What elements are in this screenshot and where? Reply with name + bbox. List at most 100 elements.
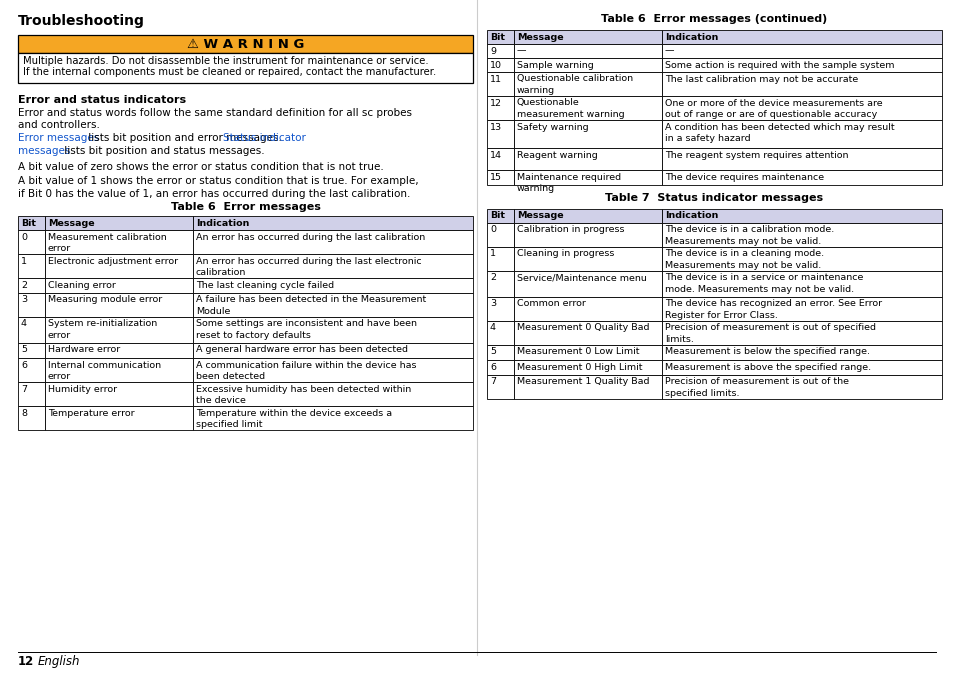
Bar — [661, 30, 941, 44]
Text: Safety warning: Safety warning — [517, 122, 588, 131]
Bar — [661, 297, 941, 321]
Bar — [514, 360, 661, 375]
Text: Measurement calibration
error: Measurement calibration error — [48, 232, 167, 252]
Text: Error messages: Error messages — [18, 133, 99, 143]
Bar — [514, 375, 661, 399]
Text: Cleaning in progress: Cleaning in progress — [517, 250, 614, 258]
Text: 3: 3 — [21, 295, 27, 304]
Text: Excessive humidity has been detected within
the device: Excessive humidity has been detected wit… — [195, 384, 411, 404]
Bar — [193, 293, 473, 317]
Text: Indication: Indication — [195, 219, 249, 227]
Text: Message: Message — [517, 211, 563, 221]
Text: Troubleshooting: Troubleshooting — [18, 14, 145, 28]
Text: 6: 6 — [21, 361, 27, 369]
Text: The device is in a calibration mode.
Measurements may not be valid.: The device is in a calibration mode. Mea… — [664, 225, 833, 246]
Text: 4: 4 — [490, 324, 496, 332]
Bar — [661, 375, 941, 399]
Bar — [486, 209, 514, 223]
Bar — [18, 216, 45, 230]
Text: A bit value of zero shows the error or status condition that is not true.: A bit value of zero shows the error or s… — [18, 162, 383, 172]
Bar — [514, 96, 661, 120]
Bar — [661, 96, 941, 120]
Bar — [18, 53, 473, 83]
Text: Message: Message — [48, 219, 94, 227]
Bar — [514, 120, 661, 148]
Text: Common error: Common error — [517, 299, 585, 308]
Bar — [486, 72, 514, 96]
Bar — [486, 360, 514, 375]
Text: messages: messages — [18, 146, 71, 156]
Text: lists bit position and status messages.: lists bit position and status messages. — [61, 146, 264, 156]
Bar — [514, 72, 661, 96]
Text: Cleaning error: Cleaning error — [48, 281, 115, 289]
Bar — [486, 375, 514, 399]
Bar — [514, 345, 661, 360]
Bar — [193, 358, 473, 382]
Text: Table 7  Status indicator messages: Table 7 Status indicator messages — [605, 193, 822, 203]
Text: 14: 14 — [490, 151, 501, 160]
Bar — [486, 96, 514, 120]
Text: The last calibration may not be accurate: The last calibration may not be accurate — [664, 75, 858, 83]
Bar — [661, 360, 941, 375]
Text: 0: 0 — [21, 232, 27, 242]
Bar — [661, 321, 941, 345]
Bar — [661, 72, 941, 96]
Text: ⚠ W A R N I N G: ⚠ W A R N I N G — [187, 38, 304, 50]
Text: The device requires maintenance: The device requires maintenance — [664, 172, 823, 182]
Bar — [45, 382, 193, 406]
Bar — [661, 345, 941, 360]
Text: If the internal components must be cleaned or repaired, contact the manufacturer: If the internal components must be clean… — [23, 67, 436, 77]
Bar — [661, 44, 941, 58]
Text: Some settings are inconsistent and have been
reset to factory defaults: Some settings are inconsistent and have … — [195, 320, 416, 340]
Text: 3: 3 — [490, 299, 496, 308]
Text: Hardware error: Hardware error — [48, 345, 120, 355]
Bar — [18, 254, 45, 278]
Bar — [661, 148, 941, 170]
Bar — [514, 271, 661, 297]
Text: Reagent warning: Reagent warning — [517, 151, 598, 160]
Bar — [193, 317, 473, 343]
Text: A condition has been detected which may result
in a safety hazard: A condition has been detected which may … — [664, 122, 894, 143]
Text: Bit: Bit — [490, 32, 504, 42]
Text: 1: 1 — [490, 250, 496, 258]
Text: Service/Maintenance menu: Service/Maintenance menu — [517, 273, 646, 283]
Text: Questionable calibration
warning: Questionable calibration warning — [517, 75, 633, 95]
Text: 6: 6 — [490, 363, 496, 371]
Bar — [45, 278, 193, 293]
Text: 7: 7 — [490, 378, 496, 386]
Text: English: English — [38, 655, 80, 668]
Text: Calibration in progress: Calibration in progress — [517, 225, 624, 234]
Text: Indication: Indication — [664, 32, 718, 42]
Text: Indication: Indication — [664, 211, 718, 221]
Bar — [45, 343, 193, 358]
Text: Maintenance required
warning: Maintenance required warning — [517, 172, 620, 192]
Bar — [193, 216, 473, 230]
Text: 12: 12 — [490, 98, 501, 108]
Text: One or more of the device measurements are
out of range or are of questionable a: One or more of the device measurements a… — [664, 98, 882, 118]
Text: Error and status words follow the same standard definition for all sc probes
and: Error and status words follow the same s… — [18, 108, 412, 131]
Text: A failure has been detected in the Measurement
Module: A failure has been detected in the Measu… — [195, 295, 426, 316]
Bar — [661, 271, 941, 297]
Text: A general hardware error has been detected: A general hardware error has been detect… — [195, 345, 408, 355]
Text: 5: 5 — [490, 347, 496, 357]
Text: A communication failure within the device has
been detected: A communication failure within the devic… — [195, 361, 416, 381]
Bar — [486, 271, 514, 297]
Bar — [514, 223, 661, 247]
Bar — [45, 317, 193, 343]
Bar — [193, 406, 473, 430]
Text: Bit: Bit — [490, 211, 504, 221]
Text: Measurement 1 Quality Bad: Measurement 1 Quality Bad — [517, 378, 649, 386]
Bar — [661, 58, 941, 72]
Bar — [486, 247, 514, 271]
Text: Measurement 0 Quality Bad: Measurement 0 Quality Bad — [517, 324, 649, 332]
Text: Precision of measurement is out of specified
limits.: Precision of measurement is out of speci… — [664, 324, 875, 344]
Text: Measurement is above the specified range.: Measurement is above the specified range… — [664, 363, 870, 371]
Text: if Bit 0 has the value of 1, an error has occurred during the last calibration.: if Bit 0 has the value of 1, an error ha… — [18, 189, 410, 199]
Text: Humidity error: Humidity error — [48, 384, 117, 394]
Text: lists bit position and error messages.: lists bit position and error messages. — [85, 133, 285, 143]
Bar — [45, 406, 193, 430]
Bar — [18, 35, 473, 53]
Text: Status indicator: Status indicator — [223, 133, 306, 143]
Bar — [486, 170, 514, 185]
Text: Message: Message — [517, 32, 563, 42]
